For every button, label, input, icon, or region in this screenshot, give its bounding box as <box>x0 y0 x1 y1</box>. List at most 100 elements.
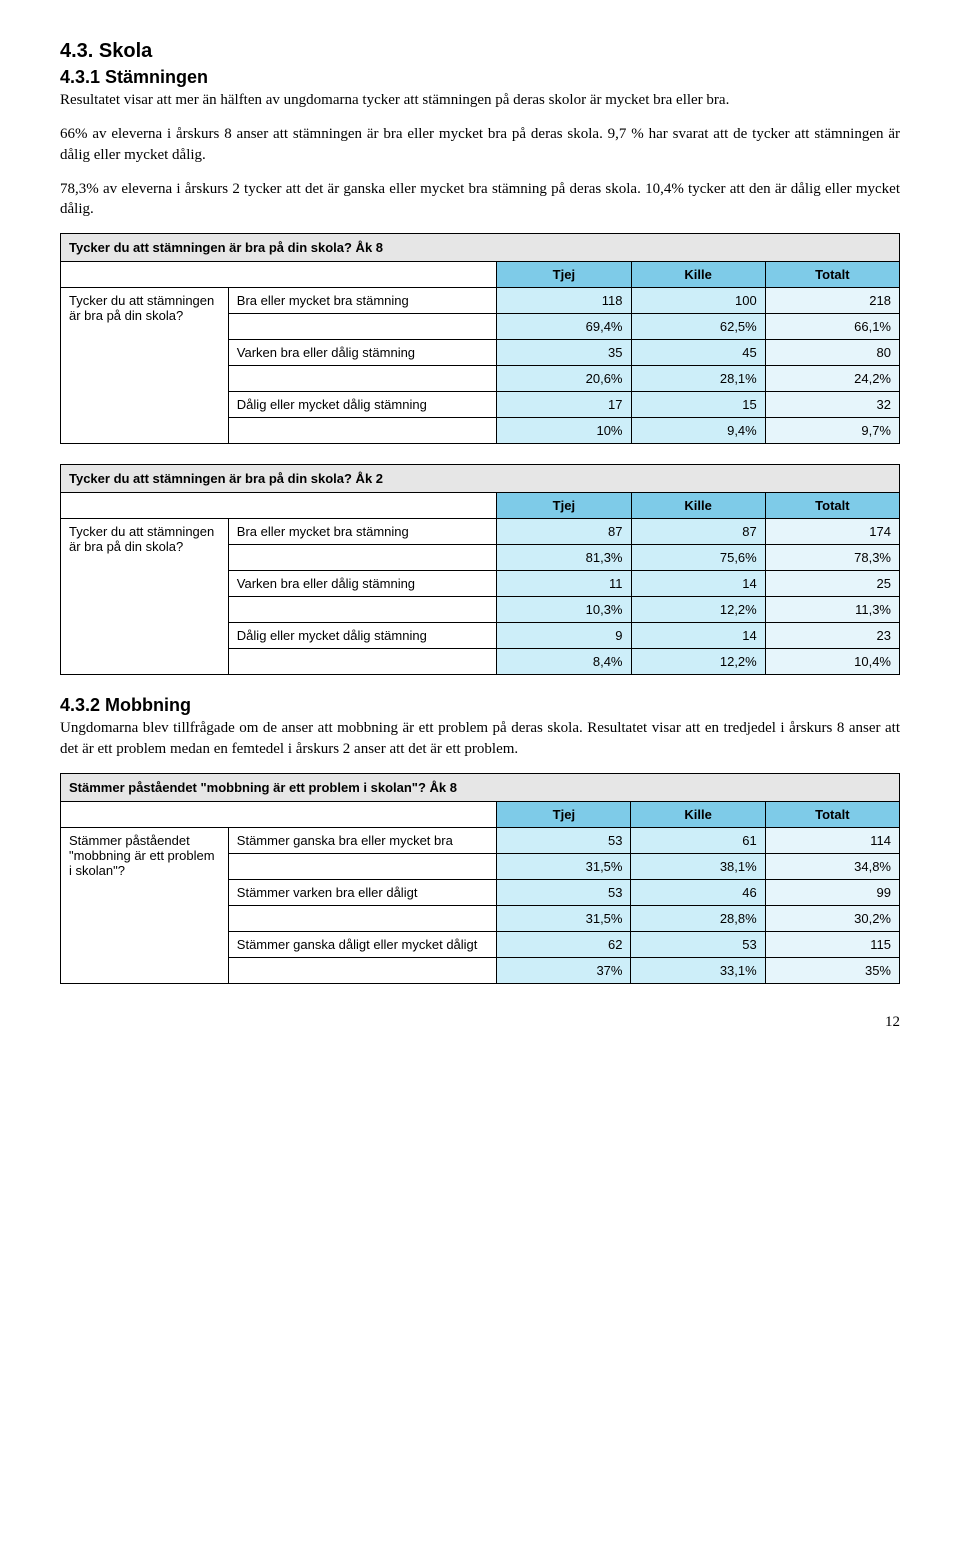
cell: 66,1% <box>765 314 899 340</box>
cell: 9 <box>497 623 631 649</box>
cat-label-blank <box>228 418 496 444</box>
cell: 12,2% <box>631 597 765 623</box>
cell: 62 <box>497 931 631 957</box>
cell: 10% <box>497 418 631 444</box>
cell: 62,5% <box>631 314 765 340</box>
table-head-blank <box>61 801 497 827</box>
para-2: 66% av eleverna i årskurs 8 anser att st… <box>60 124 900 165</box>
cat-label-blank <box>228 957 496 983</box>
para-mobbning: Ungdomarna blev tillfrågade om de anser … <box>60 718 900 759</box>
cell: 114 <box>765 827 899 853</box>
table-mobbning-ak8: Stämmer påståendet "mobbning är ett prob… <box>60 773 900 984</box>
table-title: Tycker du att stämningen är bra på din s… <box>61 465 900 493</box>
cat-label: Varken bra eller dålig stämning <box>228 340 496 366</box>
table-row-label: Tycker du att stämningen är bra på din s… <box>61 288 229 444</box>
para-3: 78,3% av eleverna i årskurs 2 tycker att… <box>60 179 900 220</box>
table-stamning-ak2: Tycker du att stämningen är bra på din s… <box>60 464 900 675</box>
cell: 81,3% <box>497 545 631 571</box>
cat-label: Stämmer ganska bra eller mycket bra <box>228 827 496 853</box>
table-row-label: Tycker du att stämningen är bra på din s… <box>61 519 229 675</box>
para-1: Resultatet visar att mer än hälften av u… <box>60 90 900 110</box>
cat-label: Bra eller mycket bra stämning <box>228 288 496 314</box>
cell: 218 <box>765 288 899 314</box>
col-tjej: Tjej <box>497 493 631 519</box>
col-totalt: Totalt <box>765 493 899 519</box>
table-title: Tycker du att stämningen är bra på din s… <box>61 234 900 262</box>
cell: 53 <box>497 827 631 853</box>
cell: 87 <box>631 519 765 545</box>
col-kille: Kille <box>631 493 765 519</box>
table-title: Stämmer påståendet "mobbning är ett prob… <box>61 773 900 801</box>
cat-label: Stämmer varken bra eller dåligt <box>228 879 496 905</box>
page-number: 12 <box>60 1014 900 1031</box>
cat-label: Dålig eller mycket dålig stämning <box>228 623 496 649</box>
cell: 174 <box>765 519 899 545</box>
cell: 11 <box>497 571 631 597</box>
cell: 45 <box>631 340 765 366</box>
cell: 37% <box>497 957 631 983</box>
cell: 33,1% <box>631 957 765 983</box>
cell: 53 <box>497 879 631 905</box>
cell: 9,7% <box>765 418 899 444</box>
cell: 10,4% <box>765 649 899 675</box>
cell: 23 <box>765 623 899 649</box>
col-tjej: Tjej <box>497 262 631 288</box>
cat-label-blank <box>228 366 496 392</box>
cell: 32 <box>765 392 899 418</box>
col-kille: Kille <box>631 801 765 827</box>
cell: 80 <box>765 340 899 366</box>
cat-label-blank <box>228 597 496 623</box>
cell: 15 <box>631 392 765 418</box>
cell: 61 <box>631 827 765 853</box>
table-row-label: Stämmer påståendet "mobbning är ett prob… <box>61 827 229 983</box>
cell: 53 <box>631 931 765 957</box>
cell: 99 <box>765 879 899 905</box>
cell: 9,4% <box>631 418 765 444</box>
heading-skola: 4.3. Skola <box>60 40 900 63</box>
cell: 118 <box>497 288 631 314</box>
cell: 8,4% <box>497 649 631 675</box>
cell: 14 <box>631 623 765 649</box>
cat-label: Bra eller mycket bra stämning <box>228 519 496 545</box>
cell: 115 <box>765 931 899 957</box>
cell: 28,1% <box>631 366 765 392</box>
cell: 24,2% <box>765 366 899 392</box>
cell: 78,3% <box>765 545 899 571</box>
cat-label-blank <box>228 649 496 675</box>
cell: 100 <box>631 288 765 314</box>
cell: 10,3% <box>497 597 631 623</box>
cell: 25 <box>765 571 899 597</box>
table-head-blank <box>61 262 497 288</box>
cell: 31,5% <box>497 853 631 879</box>
table-stamning-ak8: Tycker du att stämningen är bra på din s… <box>60 233 900 444</box>
cell: 20,6% <box>497 366 631 392</box>
cat-label-blank <box>228 853 496 879</box>
cell: 14 <box>631 571 765 597</box>
table-head-blank <box>61 493 497 519</box>
cell: 12,2% <box>631 649 765 675</box>
cat-label: Dålig eller mycket dålig stämning <box>228 392 496 418</box>
cat-label-blank <box>228 545 496 571</box>
cell: 35 <box>497 340 631 366</box>
cell: 30,2% <box>765 905 899 931</box>
cell: 17 <box>497 392 631 418</box>
col-tjej: Tjej <box>497 801 631 827</box>
cell: 28,8% <box>631 905 765 931</box>
cell: 87 <box>497 519 631 545</box>
cat-label: Varken bra eller dålig stämning <box>228 571 496 597</box>
cell: 46 <box>631 879 765 905</box>
cell: 11,3% <box>765 597 899 623</box>
cell: 69,4% <box>497 314 631 340</box>
cell: 38,1% <box>631 853 765 879</box>
col-totalt: Totalt <box>765 801 899 827</box>
cell: 35% <box>765 957 899 983</box>
cat-label-blank <box>228 314 496 340</box>
cell: 75,6% <box>631 545 765 571</box>
heading-stamningen: 4.3.1 Stämningen <box>60 67 900 88</box>
cell: 31,5% <box>497 905 631 931</box>
cat-label: Stämmer ganska dåligt eller mycket dålig… <box>228 931 496 957</box>
cat-label-blank <box>228 905 496 931</box>
col-totalt: Totalt <box>765 262 899 288</box>
heading-mobbning: 4.3.2 Mobbning <box>60 695 900 716</box>
cell: 34,8% <box>765 853 899 879</box>
